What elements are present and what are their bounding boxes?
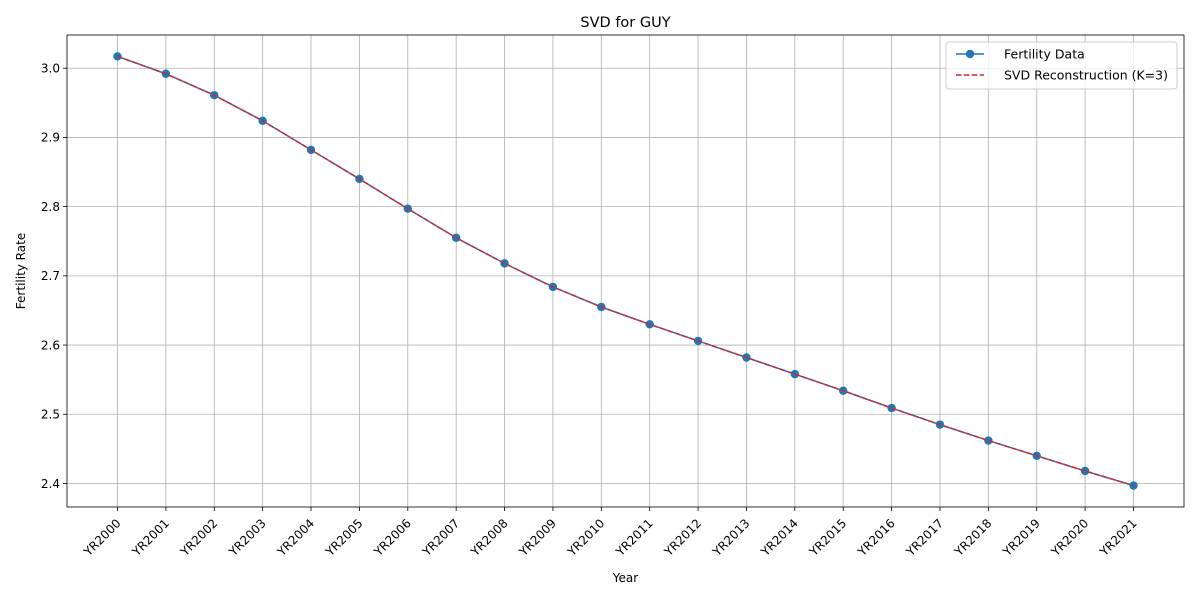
series-lines xyxy=(113,52,1138,490)
chart-title: SVD for GUY xyxy=(580,15,670,31)
legend-label: Fertility Data xyxy=(1004,47,1085,62)
legend-marker-icon xyxy=(965,49,975,59)
y-tick-label: 2.5 xyxy=(41,408,60,422)
fertility-data-point xyxy=(451,233,461,242)
y-tick-label: 2.6 xyxy=(41,338,60,352)
legend: Fertility Data SVD Reconstruction (K=3) xyxy=(945,41,1178,90)
plot-frame xyxy=(66,34,1185,508)
y-tick-label: 2.8 xyxy=(41,200,60,214)
fertility-data-point xyxy=(1080,466,1090,476)
axes xyxy=(63,34,1185,511)
y-axis-title: Fertility Rate xyxy=(14,233,28,309)
x-axis-title: Year xyxy=(612,571,638,585)
y-tick-label: 3.0 xyxy=(41,62,60,76)
y-tick-label: 2.4 xyxy=(41,477,60,491)
y-tick-label: 2.7 xyxy=(41,269,60,283)
y-tick-label: 2.9 xyxy=(41,131,60,145)
legend-box xyxy=(945,41,1178,90)
legend-label: SVD Reconstruction (K=3) xyxy=(1004,68,1168,83)
fertility-data-point xyxy=(984,436,993,445)
svd-reconstruction-line xyxy=(117,55,1134,487)
